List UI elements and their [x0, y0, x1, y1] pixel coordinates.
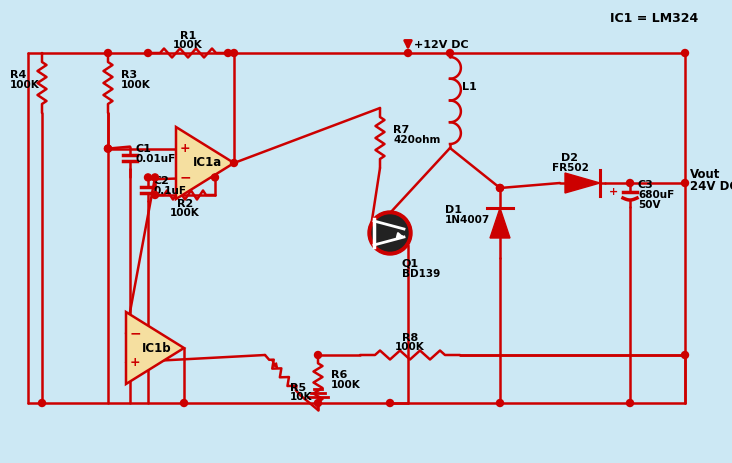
Text: L1: L1 — [462, 82, 477, 93]
Text: −: − — [179, 170, 191, 184]
Text: 100K: 100K — [173, 40, 203, 50]
Circle shape — [181, 400, 187, 407]
Circle shape — [372, 215, 408, 251]
Text: R1: R1 — [180, 31, 196, 41]
Circle shape — [105, 50, 111, 56]
Circle shape — [681, 50, 689, 56]
Text: 0.01uF: 0.01uF — [135, 154, 175, 163]
Polygon shape — [126, 312, 184, 384]
Circle shape — [405, 50, 411, 56]
Circle shape — [39, 400, 45, 407]
Text: R2: R2 — [177, 199, 193, 209]
Circle shape — [144, 174, 152, 181]
Circle shape — [496, 400, 504, 407]
Circle shape — [144, 50, 152, 56]
Polygon shape — [490, 208, 510, 238]
Circle shape — [681, 180, 689, 187]
Text: C3: C3 — [638, 180, 654, 190]
Text: R6: R6 — [331, 369, 348, 380]
Circle shape — [152, 192, 159, 199]
Circle shape — [105, 145, 111, 152]
Text: D1: D1 — [445, 205, 462, 215]
Text: Vout: Vout — [690, 169, 720, 181]
Text: R4: R4 — [10, 70, 26, 80]
Text: BD139: BD139 — [402, 269, 440, 279]
Circle shape — [225, 50, 231, 56]
Circle shape — [447, 50, 454, 56]
Text: D2: D2 — [561, 153, 578, 163]
Text: 420ohm: 420ohm — [393, 135, 441, 145]
Text: 50V: 50V — [638, 200, 660, 210]
Text: R7: R7 — [393, 125, 409, 135]
Text: IC1b: IC1b — [142, 342, 172, 355]
Circle shape — [681, 351, 689, 358]
Circle shape — [152, 174, 159, 181]
Circle shape — [370, 213, 410, 253]
Circle shape — [315, 351, 321, 358]
Text: 100K: 100K — [10, 80, 40, 90]
Polygon shape — [565, 173, 600, 193]
Text: +: + — [609, 187, 618, 197]
Text: 0.1uF: 0.1uF — [153, 187, 186, 196]
Text: C2: C2 — [153, 176, 169, 187]
Text: R8: R8 — [402, 333, 418, 343]
Circle shape — [315, 400, 321, 407]
Circle shape — [212, 174, 218, 181]
Circle shape — [627, 400, 633, 407]
Text: +: + — [130, 356, 141, 369]
Text: 1N4007: 1N4007 — [445, 215, 490, 225]
Text: IC1 = LM324: IC1 = LM324 — [610, 12, 698, 25]
Circle shape — [627, 180, 633, 187]
Text: −: − — [129, 326, 141, 341]
Text: 680uF: 680uF — [638, 190, 674, 200]
Text: 24V DC: 24V DC — [690, 181, 732, 194]
Circle shape — [368, 211, 412, 255]
Circle shape — [231, 159, 237, 167]
Text: R5: R5 — [290, 383, 306, 393]
Text: Q1: Q1 — [402, 259, 419, 269]
Text: 100K: 100K — [331, 380, 361, 389]
Circle shape — [496, 184, 504, 192]
Circle shape — [496, 184, 504, 192]
Polygon shape — [176, 127, 234, 199]
Text: 100K: 100K — [170, 208, 200, 218]
Text: 10K: 10K — [290, 392, 313, 402]
Text: C1: C1 — [135, 144, 151, 154]
Text: +: + — [179, 142, 190, 155]
Circle shape — [105, 145, 111, 152]
Text: 100K: 100K — [121, 80, 151, 90]
Circle shape — [231, 50, 237, 56]
Text: 100K: 100K — [395, 342, 425, 352]
Text: FR502: FR502 — [552, 163, 589, 173]
Text: +12V DC: +12V DC — [414, 40, 468, 50]
Text: R3: R3 — [121, 70, 137, 80]
Text: IC1a: IC1a — [193, 156, 222, 169]
Circle shape — [386, 400, 394, 407]
